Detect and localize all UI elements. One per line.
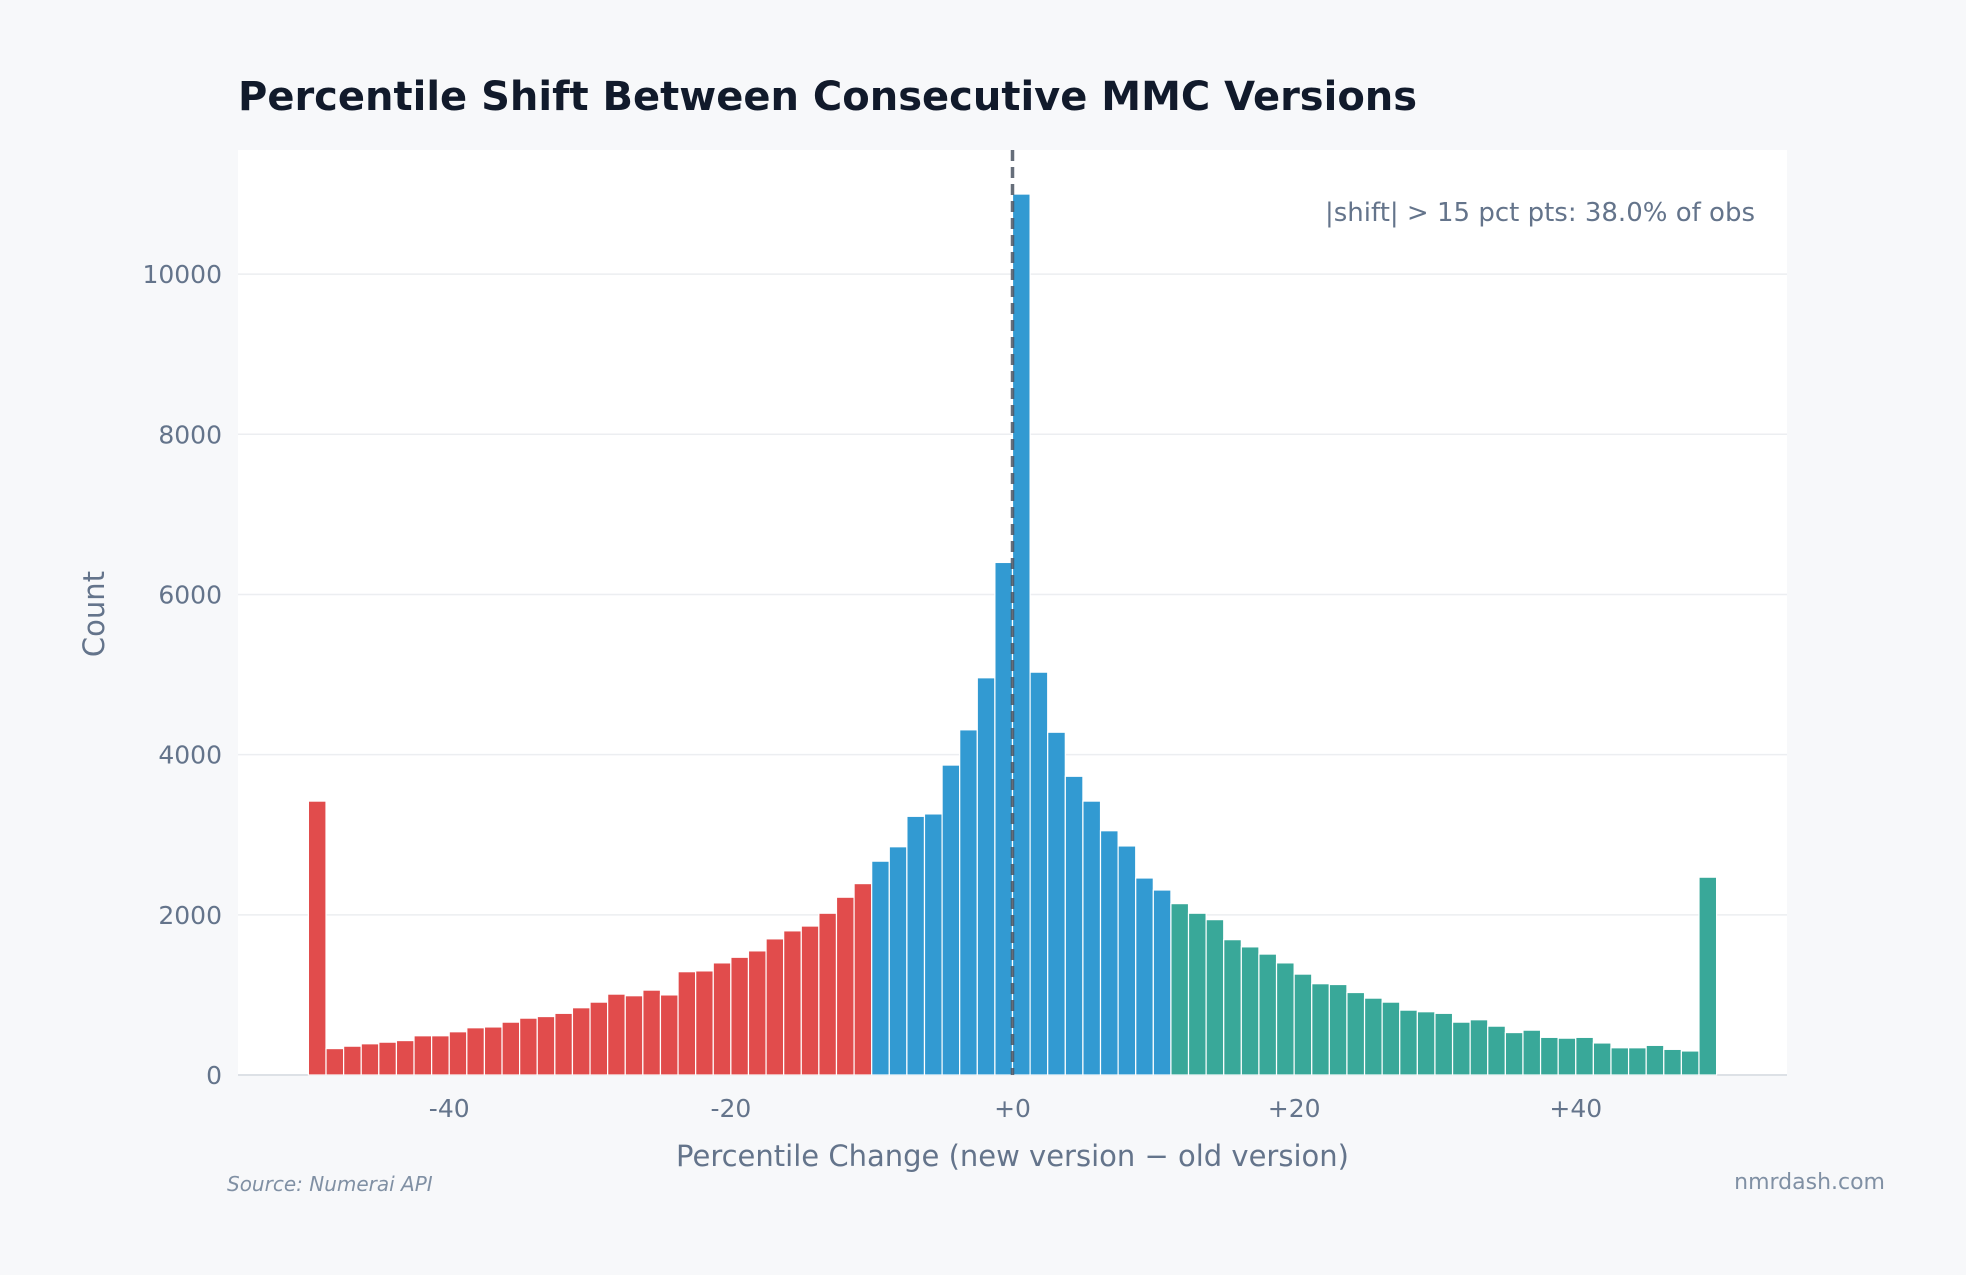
histogram-bar — [1663, 1048, 1682, 1076]
histogram-bar — [1698, 876, 1718, 1076]
histogram-bar — [1539, 1036, 1559, 1076]
y-tick-label: 4000 — [158, 741, 222, 770]
histogram-bar — [325, 1047, 345, 1076]
histogram-bar — [589, 1001, 609, 1076]
histogram-bar — [624, 995, 644, 1076]
histogram-bar — [536, 1015, 556, 1076]
histogram-bar — [1575, 1036, 1594, 1076]
histogram-bar — [395, 1039, 415, 1076]
x-tick-label: -40 — [429, 1094, 470, 1123]
histogram-bar — [941, 764, 961, 1076]
histogram-bar — [818, 912, 838, 1076]
histogram-bar — [1029, 671, 1049, 1076]
histogram-bar — [1522, 1029, 1542, 1076]
histogram-bar — [1592, 1042, 1612, 1076]
y-tick-label: 6000 — [158, 580, 222, 609]
histogram-bar — [448, 1031, 468, 1076]
histogram-bar — [800, 925, 820, 1076]
histogram-bar — [413, 1035, 433, 1076]
histogram-bar — [1047, 731, 1066, 1076]
histogram-bar — [1680, 1050, 1700, 1076]
histogram-bar — [765, 938, 785, 1076]
histogram-bar — [783, 930, 802, 1076]
histogram-bar — [1258, 953, 1278, 1076]
histogram-bar — [1487, 1025, 1506, 1076]
brand-label: nmrdash.com — [1734, 1170, 1885, 1195]
histogram-bar — [483, 1026, 503, 1076]
histogram-bar — [1152, 889, 1172, 1076]
histogram-bar — [923, 813, 943, 1076]
histogram-bar — [835, 896, 855, 1076]
histogram-bar — [1170, 903, 1190, 1076]
histogram-bar — [1451, 1021, 1471, 1076]
histogram-bar — [607, 993, 626, 1076]
histogram-bar — [1504, 1031, 1524, 1076]
histogram-bar — [695, 970, 714, 1076]
histogram-bar — [1135, 877, 1154, 1076]
y-tick-label: 10000 — [142, 260, 222, 289]
y-tick-label: 8000 — [158, 420, 222, 449]
histogram-bar — [659, 994, 679, 1076]
histogram-bar — [1346, 991, 1366, 1076]
histogram-bar — [747, 950, 767, 1076]
x-tick-label: +40 — [1549, 1094, 1602, 1123]
y-tick-label: 0 — [206, 1061, 222, 1090]
y-tick-label: 2000 — [158, 901, 222, 930]
histogram-bar — [343, 1045, 362, 1076]
histogram-bar — [1205, 919, 1225, 1076]
histogram-bar — [1434, 1012, 1454, 1076]
x-axis-label: Percentile Change (new version − old ver… — [676, 1139, 1349, 1173]
histogram-bar — [1381, 1001, 1401, 1076]
histogram-bar — [906, 815, 926, 1076]
histogram-bar — [554, 1012, 574, 1076]
histogram-bar — [1399, 1009, 1418, 1076]
histogram-bar — [1117, 845, 1137, 1076]
histogram-bar — [501, 1021, 521, 1076]
histogram-bar — [571, 1007, 591, 1076]
histogram-bar — [1223, 939, 1242, 1076]
histogram-bar — [976, 677, 996, 1076]
histogram-bar — [360, 1043, 380, 1076]
histogram-bar — [871, 860, 890, 1076]
histogram-bar — [1099, 830, 1119, 1076]
histogram-bar — [1416, 1011, 1436, 1076]
annotation-text: |shift| > 15 pct pts: 38.0% of obs — [1325, 198, 1755, 228]
chart-title: Percentile Shift Between Consecutive MMC… — [238, 74, 1418, 120]
histogram-bar — [642, 989, 662, 1076]
x-tick-label: -20 — [710, 1094, 751, 1123]
histogram-bar — [519, 1017, 538, 1076]
histogram-bar — [307, 800, 327, 1076]
histogram-bar — [1610, 1047, 1630, 1076]
source-note: Source: Numerai API — [227, 1172, 433, 1196]
histogram-bar — [1187, 912, 1207, 1076]
histogram-bar — [1469, 1019, 1489, 1076]
histogram-bar — [888, 846, 908, 1076]
histogram-bar — [1311, 983, 1330, 1076]
histogram-bar — [1293, 973, 1313, 1076]
histogram-bar — [853, 882, 873, 1076]
histogram-bar — [1275, 962, 1295, 1076]
x-tick-label: +20 — [1268, 1094, 1321, 1123]
histogram-bar — [1011, 193, 1031, 1076]
histogram-bar — [1627, 1047, 1647, 1076]
histogram-bar — [378, 1041, 398, 1076]
histogram-bar — [1645, 1044, 1665, 1076]
histogram-bar — [431, 1035, 450, 1076]
histogram-bar — [994, 561, 1014, 1076]
histogram-bar — [1328, 983, 1348, 1076]
y-axis-label: Count — [77, 571, 111, 657]
histogram-bar — [1363, 997, 1383, 1076]
histogram-bar — [1557, 1037, 1577, 1076]
histogram-bar — [959, 729, 978, 1076]
histogram-bar — [677, 971, 697, 1076]
histogram-bar — [1240, 946, 1260, 1076]
histogram-bar — [1082, 800, 1102, 1076]
x-tick-label: +0 — [994, 1094, 1031, 1123]
histogram-bar — [466, 1027, 486, 1076]
histogram-bar — [1064, 775, 1084, 1076]
histogram-bar — [712, 962, 732, 1076]
histogram-bar — [730, 956, 750, 1076]
